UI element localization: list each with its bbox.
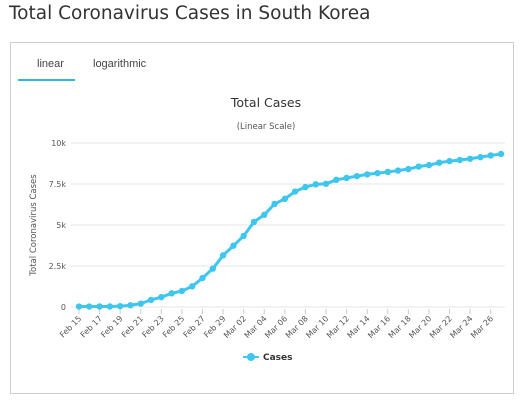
y-tick-label: 5k [56, 221, 66, 230]
x-tick-label: Feb 27 [182, 314, 207, 339]
data-point[interactable] [487, 152, 494, 159]
active-tab-indicator [18, 79, 75, 81]
scale-tabs: linear logarithmic [11, 43, 513, 83]
data-point[interactable] [106, 303, 114, 310]
data-point[interactable] [86, 303, 93, 310]
data-point[interactable] [75, 303, 83, 310]
data-point[interactable] [436, 159, 443, 166]
data-point[interactable] [497, 150, 505, 158]
data-point[interactable] [178, 287, 186, 295]
data-point[interactable] [261, 211, 268, 219]
chart-title: Total Cases [230, 95, 301, 110]
data-point[interactable] [219, 252, 227, 259]
legend-label: Cases [263, 353, 293, 363]
x-tick-label: Feb 17 [79, 314, 104, 339]
total-cases-chart: Total Cases (Linear Scale) 0 2.5k 5k 7.5k 10… [29, 95, 505, 363]
data-point[interactable] [394, 167, 402, 174]
data-point[interactable] [240, 232, 247, 240]
data-point[interactable] [199, 274, 206, 282]
x-tick-label: Mar 26 [469, 314, 495, 340]
data-point[interactable] [302, 183, 309, 191]
data-point[interactable] [425, 161, 433, 169]
series-cases[interactable] [75, 150, 505, 310]
legend-dot-marker [247, 353, 255, 361]
data-point[interactable] [168, 290, 175, 297]
legend[interactable]: Cases [243, 353, 293, 363]
data-point[interactable] [189, 283, 196, 290]
data-point[interactable] [291, 188, 299, 195]
data-point[interactable] [158, 293, 165, 301]
data-point[interactable] [281, 195, 289, 203]
x-tick-label: Feb 21 [120, 314, 145, 339]
data-point[interactable] [405, 165, 412, 173]
y-tick-label: 2.5k [49, 262, 67, 271]
data-point[interactable] [477, 153, 484, 161]
data-point[interactable] [96, 303, 103, 310]
x-tick-label: Feb 15 [58, 314, 83, 339]
grid-lines [71, 142, 505, 308]
x-tick-label: Feb 23 [140, 314, 165, 339]
y-axis-label: Total Coronavirus Cases [29, 174, 39, 277]
data-point[interactable] [466, 155, 474, 162]
data-point[interactable] [384, 168, 391, 176]
chart-subtitle: (Linear Scale) [237, 122, 296, 132]
tab-logarithmic[interactable]: logarithmic [93, 58, 147, 70]
y-tick-label: 0 [61, 303, 66, 312]
data-point[interactable] [230, 242, 237, 249]
data-point[interactable] [415, 163, 422, 170]
x-tick-label: Feb 25 [161, 314, 186, 339]
data-point[interactable] [343, 174, 350, 182]
data-point[interactable] [137, 300, 144, 307]
tab-linear[interactable]: linear [37, 58, 64, 70]
chart-card: linear logarithmic Total Cases (Linear S… [10, 42, 514, 394]
data-point[interactable] [374, 169, 381, 177]
data-point[interactable] [209, 265, 217, 272]
data-point[interactable] [353, 172, 361, 180]
y-tick-label: 7.5k [49, 180, 67, 189]
data-point[interactable] [250, 218, 258, 226]
data-point[interactable] [456, 156, 464, 164]
data-point[interactable] [312, 181, 319, 188]
data-point[interactable] [446, 157, 453, 165]
page-title: Total Coronavirus Cases in South Korea [9, 3, 371, 24]
series-line [77, 152, 503, 309]
data-point[interactable] [333, 176, 340, 184]
data-point[interactable] [271, 200, 278, 208]
data-point[interactable] [363, 171, 371, 178]
data-point[interactable] [147, 296, 155, 304]
data-point[interactable] [116, 302, 124, 310]
data-point[interactable] [127, 302, 134, 309]
y-tick-label: 10k [51, 139, 66, 148]
x-tick-label: Feb 19 [99, 314, 124, 339]
data-point[interactable] [322, 180, 330, 187]
y-axis-ticks: 0 2.5k 5k 7.5k 10k [49, 139, 67, 312]
